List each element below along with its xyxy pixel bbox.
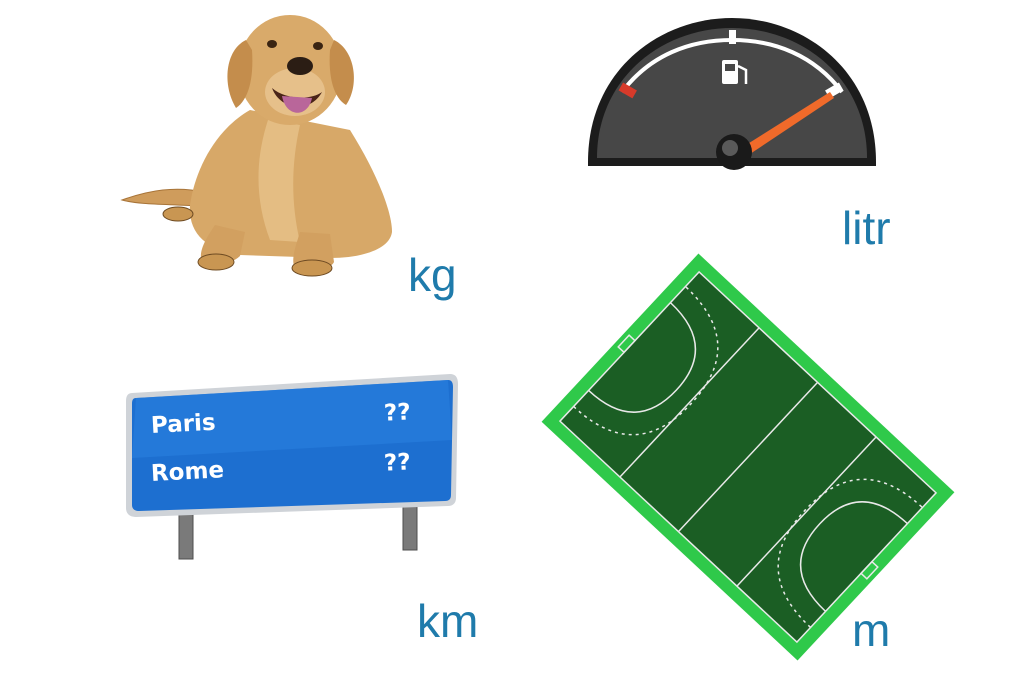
unit-label-m: m: [852, 607, 890, 653]
dog-illustration: [122, 15, 392, 276]
sign-value-rome: ??: [383, 449, 411, 476]
unit-label-km: km: [417, 598, 478, 644]
hockey-field: [542, 254, 955, 661]
sign-city-paris: Paris: [150, 410, 216, 439]
sign-city-rome: Rome: [150, 457, 224, 487]
sign-value-paris: ??: [383, 399, 411, 426]
unit-label-kg: kg: [408, 252, 457, 298]
fuel-gauge-icon: [588, 18, 876, 170]
unit-label-litr: litr: [842, 205, 891, 251]
